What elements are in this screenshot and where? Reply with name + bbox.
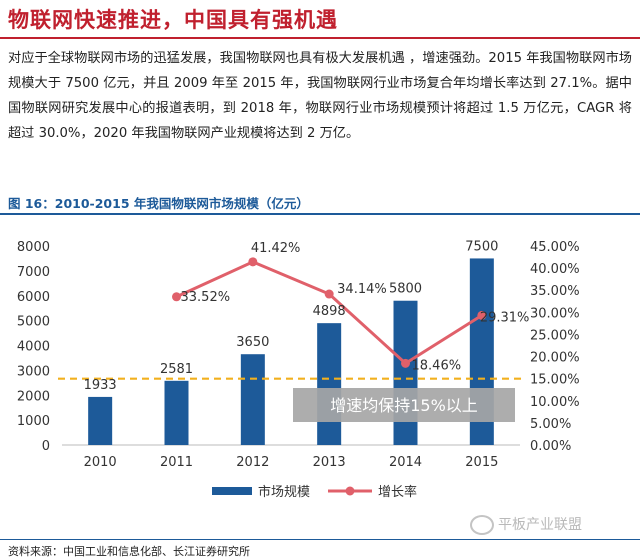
annotation-text: 增速均保持15%以上 (330, 396, 478, 415)
x-tick-label: 2012 (236, 455, 269, 470)
y-left-tick-label: 6000 (17, 290, 50, 305)
growth-rate-point (401, 358, 410, 368)
bar-value-label: 7500 (465, 239, 498, 254)
growth-rate-label: 18.46% (412, 358, 462, 373)
bar-value-label: 5800 (389, 282, 422, 297)
figure-caption: 图 16：2010-2015 年我国物联网市场规模（亿元） (8, 196, 309, 211)
intro-paragraph: 对应于全球物联网市场的迅猛发展，我国物联网也具有极大发展机遇 ，增速强劲。201… (8, 51, 632, 141)
x-tick-label: 2013 (313, 455, 346, 470)
y-right-tick-label: 45.00% (530, 240, 580, 255)
growth-rate-point (477, 310, 487, 320)
page-title: 物联网快速推进，中国具有强机遇 (8, 8, 338, 32)
bar-value-label: 4898 (313, 304, 346, 319)
y-right-tick-label: 15.00% (530, 373, 580, 388)
x-tick-label: 2014 (389, 455, 422, 470)
y-right-tick-label: 25.00% (530, 328, 580, 343)
y-right-tick-label: 20.00% (530, 351, 580, 366)
figure-source: 资料来源：中国工业和信息化部、长江证券研究所 (8, 545, 250, 558)
legend-swatch-marker (345, 486, 355, 496)
watermark: 平板产业联盟 (470, 514, 582, 535)
y-right-tick-label: 40.00% (530, 262, 580, 277)
x-tick-label: 2015 (465, 455, 498, 470)
source-divider (0, 539, 640, 540)
y-left-tick-label: 5000 (17, 315, 50, 330)
bar (317, 323, 342, 445)
y-left-tick-label: 1000 (17, 414, 50, 429)
x-tick-label: 2011 (160, 455, 193, 470)
y-left-tick-label: 0 (42, 439, 50, 454)
legend-label-bar: 市场规模 (258, 484, 310, 500)
growth-rate-label: 33.52% (181, 290, 231, 305)
y-right-tick-label: 35.00% (530, 284, 580, 299)
title-divider (0, 37, 640, 39)
growth-rate-point (248, 257, 258, 267)
y-left-tick-label: 7000 (17, 265, 50, 280)
wechat-icon (470, 515, 494, 535)
y-left-tick-label: 3000 (17, 364, 50, 379)
y-right-tick-label: 30.00% (530, 306, 580, 321)
y-right-tick-label: 0.00% (530, 439, 571, 454)
watermark-text: 平板产业联盟 (498, 517, 582, 533)
market-size-chart: 0 1000 2000 3000 4000 5000 6000 7000 8000 0.00% 5.… (17, 239, 580, 500)
y-left-tick-label: 4000 (17, 340, 50, 355)
legend-swatch-bar (212, 487, 252, 495)
bar-value-label: 2581 (160, 362, 193, 377)
bar (88, 396, 113, 445)
annotation-box (293, 388, 515, 422)
growth-rate-point (324, 289, 334, 299)
figure-divider (0, 213, 640, 215)
y-right-tick-label: 10.00% (530, 395, 580, 410)
legend-label-line: 增长率 (378, 484, 417, 500)
bar-value-label: 1933 (84, 378, 117, 393)
bar (164, 380, 189, 445)
y-left-tick-label: 8000 (17, 240, 50, 255)
growth-rate-label: 34.14% (337, 282, 387, 297)
bar (240, 354, 265, 445)
growth-rate-label: 41.42% (251, 241, 301, 256)
bar-value-label: 3650 (236, 335, 269, 350)
x-tick-label: 2010 (84, 455, 117, 470)
growth-rate-point (172, 292, 181, 302)
growth-rate-label: 29.31% (480, 310, 530, 325)
y-right-tick-label: 5.00% (530, 417, 571, 432)
y-left-tick-label: 2000 (17, 389, 50, 404)
